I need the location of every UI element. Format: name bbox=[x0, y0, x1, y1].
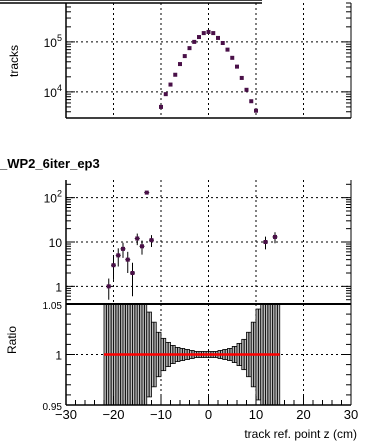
data-point bbox=[140, 244, 144, 249]
data-point bbox=[230, 55, 235, 60]
data-point bbox=[116, 253, 121, 258]
data-point bbox=[254, 108, 258, 113]
x-tick-label: 0 bbox=[205, 407, 212, 422]
data-point bbox=[273, 234, 277, 239]
data-point bbox=[206, 29, 211, 34]
data-point bbox=[211, 31, 216, 36]
x-tick-label: 20 bbox=[296, 407, 310, 422]
ratio-y-tick-label: 1.05 bbox=[43, 301, 63, 312]
data-point bbox=[130, 271, 135, 275]
data-point bbox=[197, 35, 201, 40]
data-point bbox=[121, 246, 125, 251]
data-point bbox=[192, 39, 197, 44]
data-point bbox=[144, 190, 149, 195]
data-point bbox=[239, 75, 244, 80]
data-point bbox=[182, 54, 187, 59]
top-panel: tracks 104 105 bbox=[0, 0, 352, 119]
middle-panel: _WP2_6iter_ep3 1 10 102 bbox=[0, 156, 352, 305]
x-axis-label: track ref. point z (cm) bbox=[244, 427, 357, 441]
ratio-axes bbox=[65, 303, 352, 406]
data-point bbox=[149, 238, 154, 243]
data-point bbox=[163, 92, 168, 97]
middle-y-tick-label: 1 bbox=[55, 280, 62, 294]
top-grid bbox=[66, 3, 351, 118]
data-point bbox=[135, 236, 140, 241]
data-point bbox=[159, 104, 163, 109]
x-tick-label: 30 bbox=[344, 407, 358, 422]
data-point bbox=[263, 240, 268, 244]
middle-y-tick-label: 102 bbox=[44, 189, 62, 206]
ratio-y-axis-label: Ratio bbox=[5, 326, 19, 354]
ratio-y-tick-label: 1 bbox=[55, 349, 62, 363]
data-point bbox=[178, 62, 182, 67]
x-tick-label: 10 bbox=[249, 407, 263, 422]
top-y-tick-label: 104 bbox=[44, 83, 62, 100]
top-axes bbox=[65, 2, 352, 119]
data-point bbox=[173, 72, 178, 77]
data-point bbox=[106, 284, 111, 289]
middle-axes bbox=[65, 180, 352, 305]
x-tick-label: −20 bbox=[102, 407, 124, 422]
top-y-tick-label: 105 bbox=[44, 33, 62, 50]
data-point bbox=[111, 263, 116, 268]
data-point bbox=[249, 99, 254, 104]
top-y-tick-labels: 104 105 bbox=[44, 33, 62, 100]
data-point bbox=[216, 35, 220, 40]
middle-y-tick-labels: 1 10 102 bbox=[44, 189, 63, 295]
data-point bbox=[187, 46, 192, 51]
data-point bbox=[168, 82, 173, 87]
plot-title: _WP2_6iter_ep3 bbox=[0, 156, 100, 171]
ratio-panel: Ratio 0.95 1 1.05 −30 −20 −10 0 10 20 30 track r… bbox=[5, 301, 358, 441]
data-point bbox=[201, 31, 206, 36]
data-point bbox=[235, 64, 239, 69]
x-tick-label: −30 bbox=[55, 407, 77, 422]
x-tick-label: −10 bbox=[150, 407, 172, 422]
middle-grid bbox=[66, 180, 351, 304]
data-point bbox=[244, 87, 249, 92]
top-points bbox=[159, 29, 258, 113]
middle-points bbox=[106, 190, 278, 300]
ratio-y-tick-label: 0.95 bbox=[43, 402, 63, 413]
data-point bbox=[225, 47, 230, 52]
ratio-y-tick-labels: 0.95 1 1.05 bbox=[43, 301, 63, 413]
middle-y-tick-label: 10 bbox=[49, 236, 63, 250]
data-point bbox=[220, 41, 225, 46]
top-y-axis-label: tracks bbox=[7, 45, 21, 77]
data-point bbox=[125, 257, 130, 262]
ratio-x-tick-labels: −30 −20 −10 0 10 20 30 bbox=[55, 407, 358, 422]
